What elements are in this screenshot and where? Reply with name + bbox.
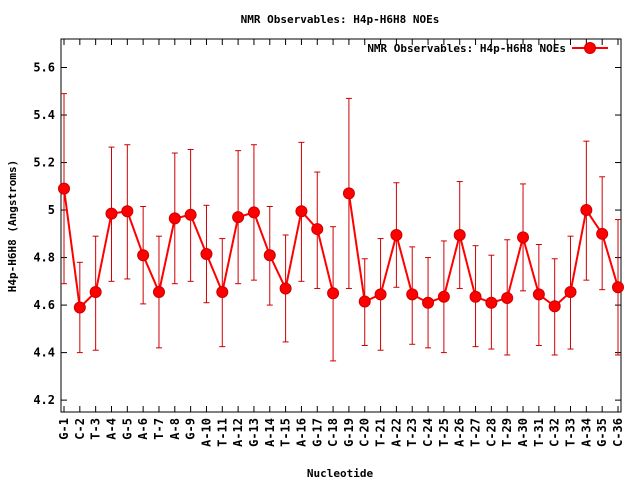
series-line [63, 188, 335, 310]
x-tick-label: T-27 [469, 418, 483, 447]
x-tick-label: C-36 [611, 418, 625, 447]
x-tick-label: G-1 [57, 418, 71, 440]
data-point [263, 249, 276, 262]
x-tick-label: T-31 [532, 418, 546, 447]
y-tick-label: 5 [48, 203, 55, 217]
data-point [501, 291, 514, 304]
x-tick-label: T-33 [564, 418, 578, 447]
x-tick-label: A-10 [199, 418, 213, 447]
x-tick-label: C-2 [73, 418, 87, 440]
x-tick-label: A-30 [516, 418, 530, 447]
data-point [564, 286, 577, 299]
data-point [216, 286, 229, 299]
data-point [152, 286, 165, 299]
data-point [121, 205, 134, 218]
x-axis: G-1 C-2 T-3 A-4 G-5 A-6 T-7 A-8 G-9 A-10 T-11 A-12 G… [57, 39, 625, 447]
x-tick-label: T-11 [215, 418, 229, 447]
x-tick-label: A-4 [104, 418, 118, 440]
x-tick-label: A-14 [263, 418, 277, 447]
y-tick-label: 5.6 [33, 61, 55, 75]
x-tick-label: G-13 [247, 418, 261, 447]
x-tick-label: T-23 [405, 418, 419, 447]
data-point [311, 223, 324, 236]
legend-marker-sample [584, 42, 596, 54]
data-point [406, 288, 419, 301]
x-tick-label: A-26 [453, 418, 467, 447]
data-point [200, 248, 213, 261]
y-tick-label: 5.2 [33, 156, 55, 170]
x-tick-label: G-19 [342, 418, 356, 447]
data-point [390, 229, 403, 242]
x-axis-title: Nucleotide [307, 467, 374, 480]
y-tick-label: 5.4 [33, 108, 55, 122]
y-tick-label: 4.8 [33, 251, 55, 265]
data-point [184, 208, 197, 221]
series-lines [63, 188, 619, 310]
data-point [247, 206, 260, 219]
y-tick-label: 4.4 [33, 346, 55, 360]
legend: NMR Observables: H4p-H6H8 NOEs [367, 42, 608, 55]
data-point [422, 296, 435, 309]
x-tick-label: C-18 [326, 418, 340, 447]
data-point [295, 205, 308, 218]
data-point [548, 300, 561, 313]
data-point [168, 212, 181, 225]
data-point [596, 227, 609, 240]
x-tick-label: A-8 [168, 418, 182, 440]
x-tick-label: A-16 [294, 418, 308, 447]
y-axis-title: H4p-H6H8 (Angstroms) [6, 160, 19, 292]
series-line [347, 193, 619, 308]
x-tick-label: C-24 [421, 418, 435, 447]
legend-label: NMR Observables: H4p-H6H8 NOEs [367, 42, 566, 55]
data-point [58, 182, 70, 195]
series-points [58, 182, 624, 314]
data-point [73, 301, 86, 314]
data-point [279, 282, 292, 295]
x-tick-label: C-32 [548, 418, 562, 447]
data-point [532, 288, 545, 301]
x-tick-label: A-6 [136, 418, 150, 440]
x-tick-label: T-15 [279, 418, 293, 447]
y-tick-label: 4.2 [33, 393, 55, 407]
data-point [232, 211, 245, 224]
data-point [485, 296, 498, 309]
plot-frame [60, 38, 622, 413]
chart-title: NMR Observables: H4p-H6H8 NOEs [241, 13, 440, 26]
x-tick-label: C-20 [358, 418, 372, 447]
x-tick-label: A-12 [231, 418, 245, 447]
data-point [453, 229, 466, 242]
y-tick-label: 4.6 [33, 298, 55, 312]
x-tick-label: G-9 [184, 418, 198, 440]
x-tick-label: T-7 [152, 418, 166, 440]
data-point [517, 231, 530, 244]
data-point [374, 288, 387, 301]
data-point [89, 286, 102, 299]
error-bars [61, 93, 621, 362]
data-point [580, 204, 593, 217]
x-tick-label: T-25 [437, 418, 451, 447]
data-point [612, 281, 624, 294]
x-tick-label: G-5 [120, 418, 134, 440]
data-point [342, 187, 355, 200]
x-tick-label: T-3 [89, 418, 103, 440]
x-tick-label: G-17 [310, 418, 324, 447]
x-tick-label: C-28 [484, 418, 498, 447]
y-axis: 4.2 4.4 4.6 4.8 5 5.2 5.4 5.6 [33, 61, 621, 407]
data-point [469, 290, 482, 303]
x-tick-label: T-21 [374, 418, 388, 447]
data-point [105, 207, 118, 220]
x-tick-label: A-34 [579, 418, 593, 447]
data-point [137, 249, 150, 262]
data-point [327, 287, 340, 300]
x-tick-label: A-22 [389, 418, 403, 447]
data-point [358, 295, 371, 308]
x-tick-label: G-35 [595, 418, 609, 447]
x-tick-label: T-29 [500, 418, 514, 447]
data-point [437, 290, 450, 303]
